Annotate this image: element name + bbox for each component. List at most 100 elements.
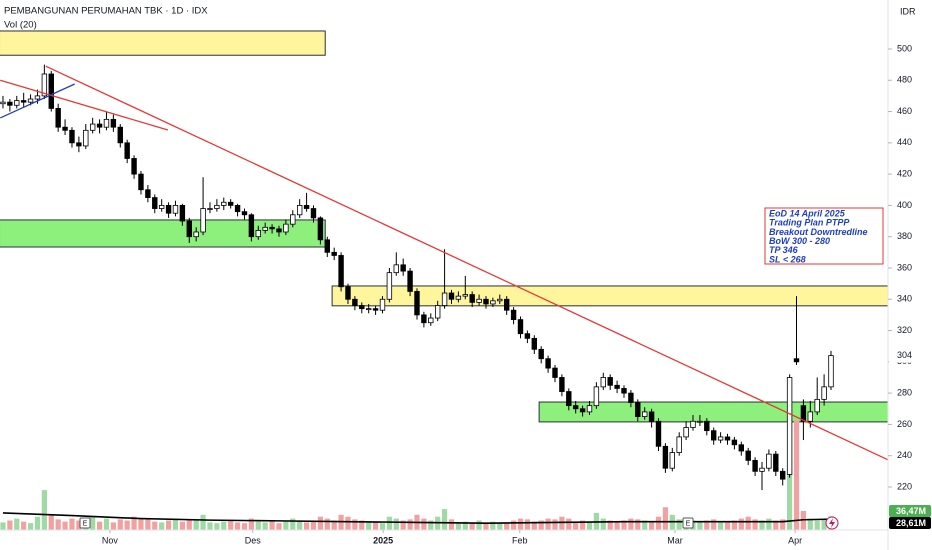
volume-bar [600,518,606,530]
candle-body [780,470,786,480]
volume-bar [14,518,20,530]
candle-body [48,73,54,109]
candle-body [655,420,662,447]
volume-bar [483,522,489,530]
candle-body [793,358,800,363]
volume-bar [221,521,227,530]
volume-bar [21,521,27,530]
candle-body [152,197,158,209]
volume-bar [490,521,496,530]
dividend-icon [825,516,839,530]
candle-body [14,100,20,106]
volume-bar [559,516,565,530]
volume-bar [759,520,765,530]
candle-body [365,308,372,311]
candle-body [766,453,772,469]
candle-body [434,305,441,319]
candle-body [269,226,275,230]
y-tick-label: 420 [897,168,912,178]
volume-bar [138,518,144,530]
trend-line [0,79,169,131]
volume-bar [773,520,779,530]
candle-body [110,118,117,128]
volume-bar [662,507,668,530]
candle-body [428,317,434,324]
volume-bar [621,520,627,530]
y-tick-label: 480 [897,75,912,85]
candle-body [172,204,179,214]
candle-body [345,286,351,300]
candle-body [497,298,503,302]
volume-bar [0,522,6,530]
candle-body [207,208,213,210]
volume-bar [697,521,703,530]
last-price-label: 304 [897,350,912,360]
candle-body [379,298,386,311]
volume-bar [655,516,662,530]
volume-bar [504,522,510,530]
candle-body [517,319,524,335]
candle-body [579,408,586,413]
volume-bar [635,519,641,530]
candle-body [7,101,13,106]
volume-bar [379,523,386,530]
candle-body [296,204,303,216]
last-price-box [889,348,929,363]
candle-body [586,405,593,413]
candle-body [76,142,82,147]
volume-bar [393,518,399,530]
candle-body [352,298,358,306]
volume-bar [738,518,744,530]
candle-body [510,309,517,320]
candle-body [731,439,738,446]
candle-body [283,223,289,233]
volume-bar [614,522,620,530]
y-tick-label: 360 [897,262,912,272]
volume-bar [110,522,116,530]
candle-body [83,129,89,147]
price-zone [0,219,326,248]
volume-bar [324,518,330,530]
volume-bar [545,518,551,530]
y-tick-label: 280 [897,387,912,397]
x-tick-label: Des [245,535,262,545]
volume-bar [372,521,379,530]
volume-bar [441,509,448,530]
volume-ma-line [2,512,832,524]
candle-body [490,300,496,305]
volume-bar [807,518,813,530]
candle-body [393,264,399,274]
candle-body [193,231,199,238]
candle-body [69,129,75,144]
trend-line [0,83,75,119]
volume-bar [7,520,13,530]
volume-bar [476,520,482,530]
candle-body [276,228,282,233]
annotation-line: BoW 300 - 280 [769,236,830,246]
candle-body [483,298,489,305]
candle-body [400,264,406,272]
candle-body [372,308,379,311]
annotation-line: Breakout Downtredline [769,227,868,237]
candle-body [331,251,337,256]
candle-body [607,377,613,386]
x-tick-label: Apr [788,535,802,545]
annotation-line: EoD 14 April 2025 [769,208,846,218]
candle-body [221,201,227,206]
volume-bar [34,516,41,530]
candle-body [214,204,220,209]
volume-bar [276,523,282,530]
volume-bar [255,521,261,530]
volume-bar [787,459,793,530]
candle-body [476,298,482,303]
volume-bar [510,520,517,530]
volume-bar [76,520,82,530]
volume-bar [186,519,192,530]
candle-body [359,305,365,310]
volume-bar [814,520,820,530]
volume-bar [310,520,317,530]
volume-bar [317,516,323,530]
candle-body [572,405,579,410]
volume-bar [780,519,786,530]
